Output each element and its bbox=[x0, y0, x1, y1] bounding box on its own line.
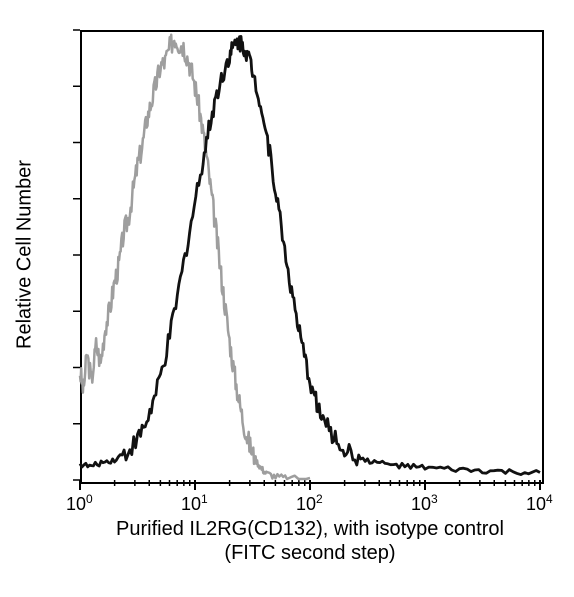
x-tick-label: 104 bbox=[526, 492, 553, 515]
series-isotype-control bbox=[80, 35, 310, 479]
x-axis-label-line1: Purified IL2RG(CD132), with isotype cont… bbox=[80, 518, 540, 541]
x-axis-label-line2: (FITC second step) bbox=[80, 542, 540, 565]
x-tick-label: 101 bbox=[181, 492, 208, 515]
flow-cytometry-chart: Relative Cell Number Purified IL2RG(CD13… bbox=[0, 0, 574, 597]
x-tick-label: 103 bbox=[411, 492, 438, 515]
x-tick-label: 100 bbox=[66, 492, 93, 515]
y-axis-label: Relative Cell Number bbox=[14, 155, 37, 355]
x-tick-label: 102 bbox=[296, 492, 323, 515]
